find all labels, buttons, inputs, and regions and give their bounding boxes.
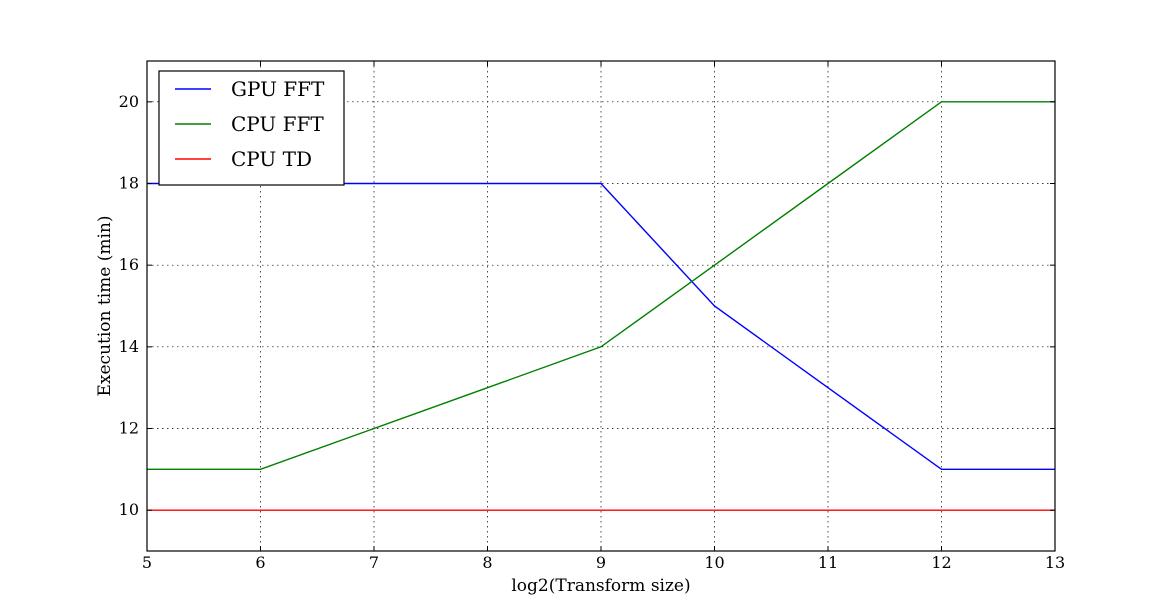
y-tick-label: 14 — [119, 337, 139, 356]
x-tick-label: 12 — [931, 553, 951, 572]
legend-label: CPU FFT — [231, 112, 324, 136]
legend: GPU FFT CPU FFT CPU TD — [158, 70, 345, 186]
x-axis-label: log2(Transform size) — [511, 576, 690, 596]
x-tick-label: 8 — [482, 553, 492, 572]
x-tick-label: 10 — [704, 553, 724, 572]
x-tick-label: 9 — [596, 553, 606, 572]
y-tick-label: 12 — [119, 419, 139, 438]
y-tick-label: 10 — [119, 500, 139, 519]
y-tick-label: 16 — [119, 255, 139, 274]
legend-box — [158, 70, 345, 186]
x-tick-label: 5 — [142, 553, 152, 572]
y-tick-label: 20 — [119, 92, 139, 111]
legend-label: GPU FFT — [231, 77, 325, 101]
y-tick-label: 18 — [119, 174, 139, 193]
axis-ticks: 5 6 7 8 9 10 11 12 13 10 12 14 16 18 20 — [119, 61, 1065, 572]
x-tick-label: 7 — [369, 553, 379, 572]
x-tick-label: 11 — [818, 553, 838, 572]
y-axis-label: Execution time (min) — [95, 215, 115, 396]
x-tick-label: 6 — [255, 553, 265, 572]
x-tick-label: 13 — [1045, 553, 1065, 572]
legend-label: CPU TD — [231, 147, 312, 171]
series-line-cpu-fft — [147, 101, 1055, 470]
